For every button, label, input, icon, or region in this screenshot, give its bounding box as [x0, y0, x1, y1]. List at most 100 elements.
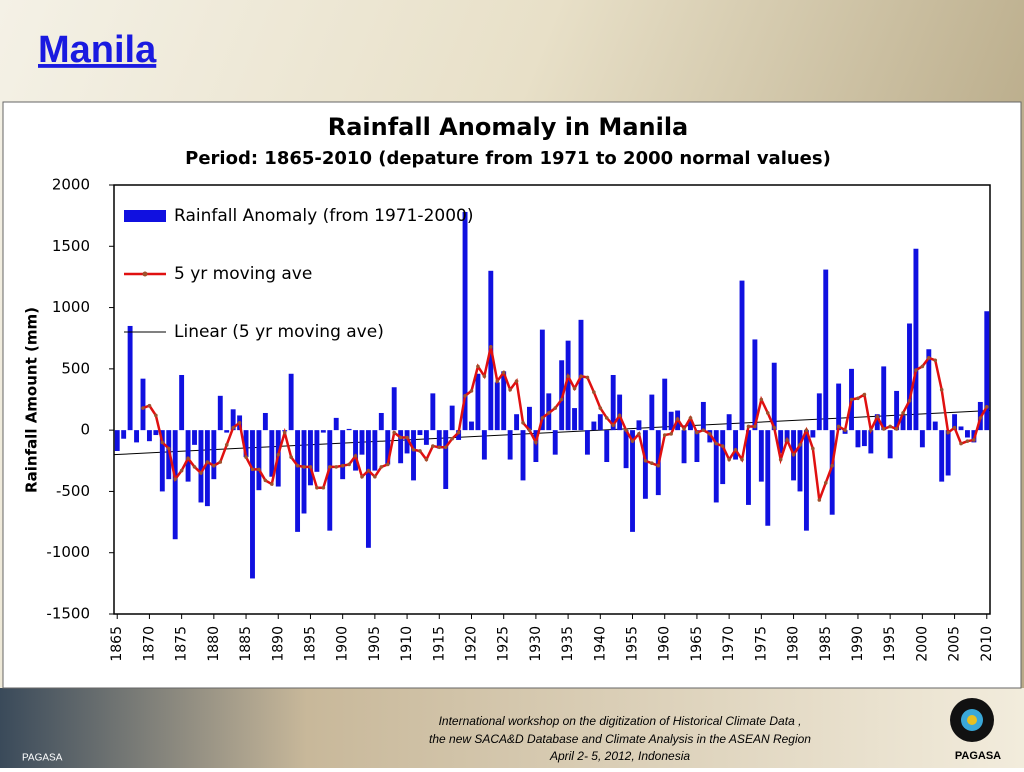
line-marker	[186, 456, 190, 461]
line-marker	[534, 440, 538, 445]
footer-line: April 2- 5, 2012, Indonesia	[549, 749, 690, 763]
line-marker	[327, 465, 332, 469]
chart-panel	[2, 101, 1022, 689]
bar	[134, 430, 139, 443]
x-tick-label: 1985	[818, 626, 834, 662]
line-marker	[579, 374, 583, 379]
line-marker	[366, 468, 371, 473]
bar	[501, 371, 507, 431]
bar	[359, 430, 365, 455]
line-marker	[463, 394, 467, 398]
x-tick-label: 1995	[882, 626, 898, 662]
bar	[127, 325, 133, 431]
x-tick-label: 1895	[302, 626, 318, 662]
line-marker	[927, 356, 931, 360]
bar	[984, 311, 990, 431]
line-marker	[166, 446, 171, 451]
bar	[803, 430, 809, 531]
line-marker	[804, 428, 809, 432]
line-marker	[637, 432, 641, 436]
bar	[919, 430, 925, 448]
bar	[636, 420, 642, 431]
x-tick-label: 1875	[174, 626, 190, 662]
bar	[308, 430, 313, 486]
line-marker	[572, 386, 577, 391]
bar	[758, 430, 764, 482]
line-marker	[708, 432, 712, 436]
line-marker	[437, 445, 442, 450]
bar	[565, 340, 571, 431]
legend-marker	[142, 271, 148, 277]
bar	[784, 430, 790, 443]
bar	[887, 430, 893, 459]
bar	[926, 349, 932, 431]
x-tick-label: 1925	[496, 626, 512, 662]
bar	[816, 393, 822, 431]
bar	[250, 430, 255, 579]
line-marker	[160, 440, 165, 445]
bar	[159, 430, 165, 492]
bar	[900, 415, 906, 431]
bar	[314, 430, 320, 472]
line-marker	[849, 397, 854, 402]
bar	[243, 430, 249, 458]
line-marker	[733, 447, 738, 452]
line-marker	[817, 498, 822, 502]
line-marker	[959, 441, 963, 446]
x-tick-label: 2010	[979, 626, 995, 662]
legend-swatch	[124, 210, 166, 222]
line-marker	[656, 463, 661, 468]
line-marker	[141, 406, 145, 410]
x-tick-label: 1955	[625, 626, 641, 662]
bar	[327, 430, 333, 531]
bar	[217, 395, 223, 431]
line-marker	[546, 411, 551, 415]
bar	[958, 426, 964, 431]
line-marker	[888, 424, 892, 429]
bar	[739, 280, 745, 431]
y-tick-label: -500	[56, 482, 90, 500]
line-marker	[199, 471, 203, 475]
line-marker	[901, 411, 905, 415]
line-marker	[695, 430, 699, 435]
bar	[945, 430, 951, 476]
bar	[507, 430, 513, 460]
line-marker	[340, 463, 345, 468]
line-marker	[392, 430, 396, 435]
y-axis-label: Rainfall Amount (mm)	[23, 307, 41, 493]
line-marker	[907, 398, 912, 403]
chart-title: Rainfall Anomaly in Manila	[328, 113, 689, 141]
bar	[694, 430, 700, 463]
line-marker	[811, 446, 815, 451]
x-tick-label: 1960	[657, 626, 673, 662]
line-marker	[315, 485, 319, 490]
line-marker	[289, 455, 293, 459]
bar	[752, 339, 758, 431]
y-tick-label: 1500	[52, 237, 90, 255]
bar	[823, 269, 829, 431]
line-marker	[598, 406, 603, 410]
line-marker	[347, 462, 351, 467]
bar	[121, 430, 127, 439]
bar	[868, 430, 874, 454]
bar	[842, 430, 848, 434]
bar	[320, 430, 326, 433]
line-marker	[585, 375, 590, 380]
line-marker	[540, 416, 545, 420]
line-marker	[662, 433, 667, 437]
bar	[443, 430, 449, 489]
line-marker	[604, 416, 609, 420]
line-marker	[869, 428, 873, 432]
line-marker	[411, 447, 416, 452]
line-marker	[398, 435, 403, 440]
bar	[256, 430, 262, 491]
bar	[417, 430, 423, 436]
x-tick-label: 1870	[141, 626, 157, 662]
bar	[179, 374, 185, 431]
line-marker	[939, 387, 944, 392]
bar	[533, 430, 539, 463]
x-tick-label: 1980	[786, 626, 802, 662]
line-marker	[469, 389, 474, 393]
bar	[353, 430, 358, 471]
